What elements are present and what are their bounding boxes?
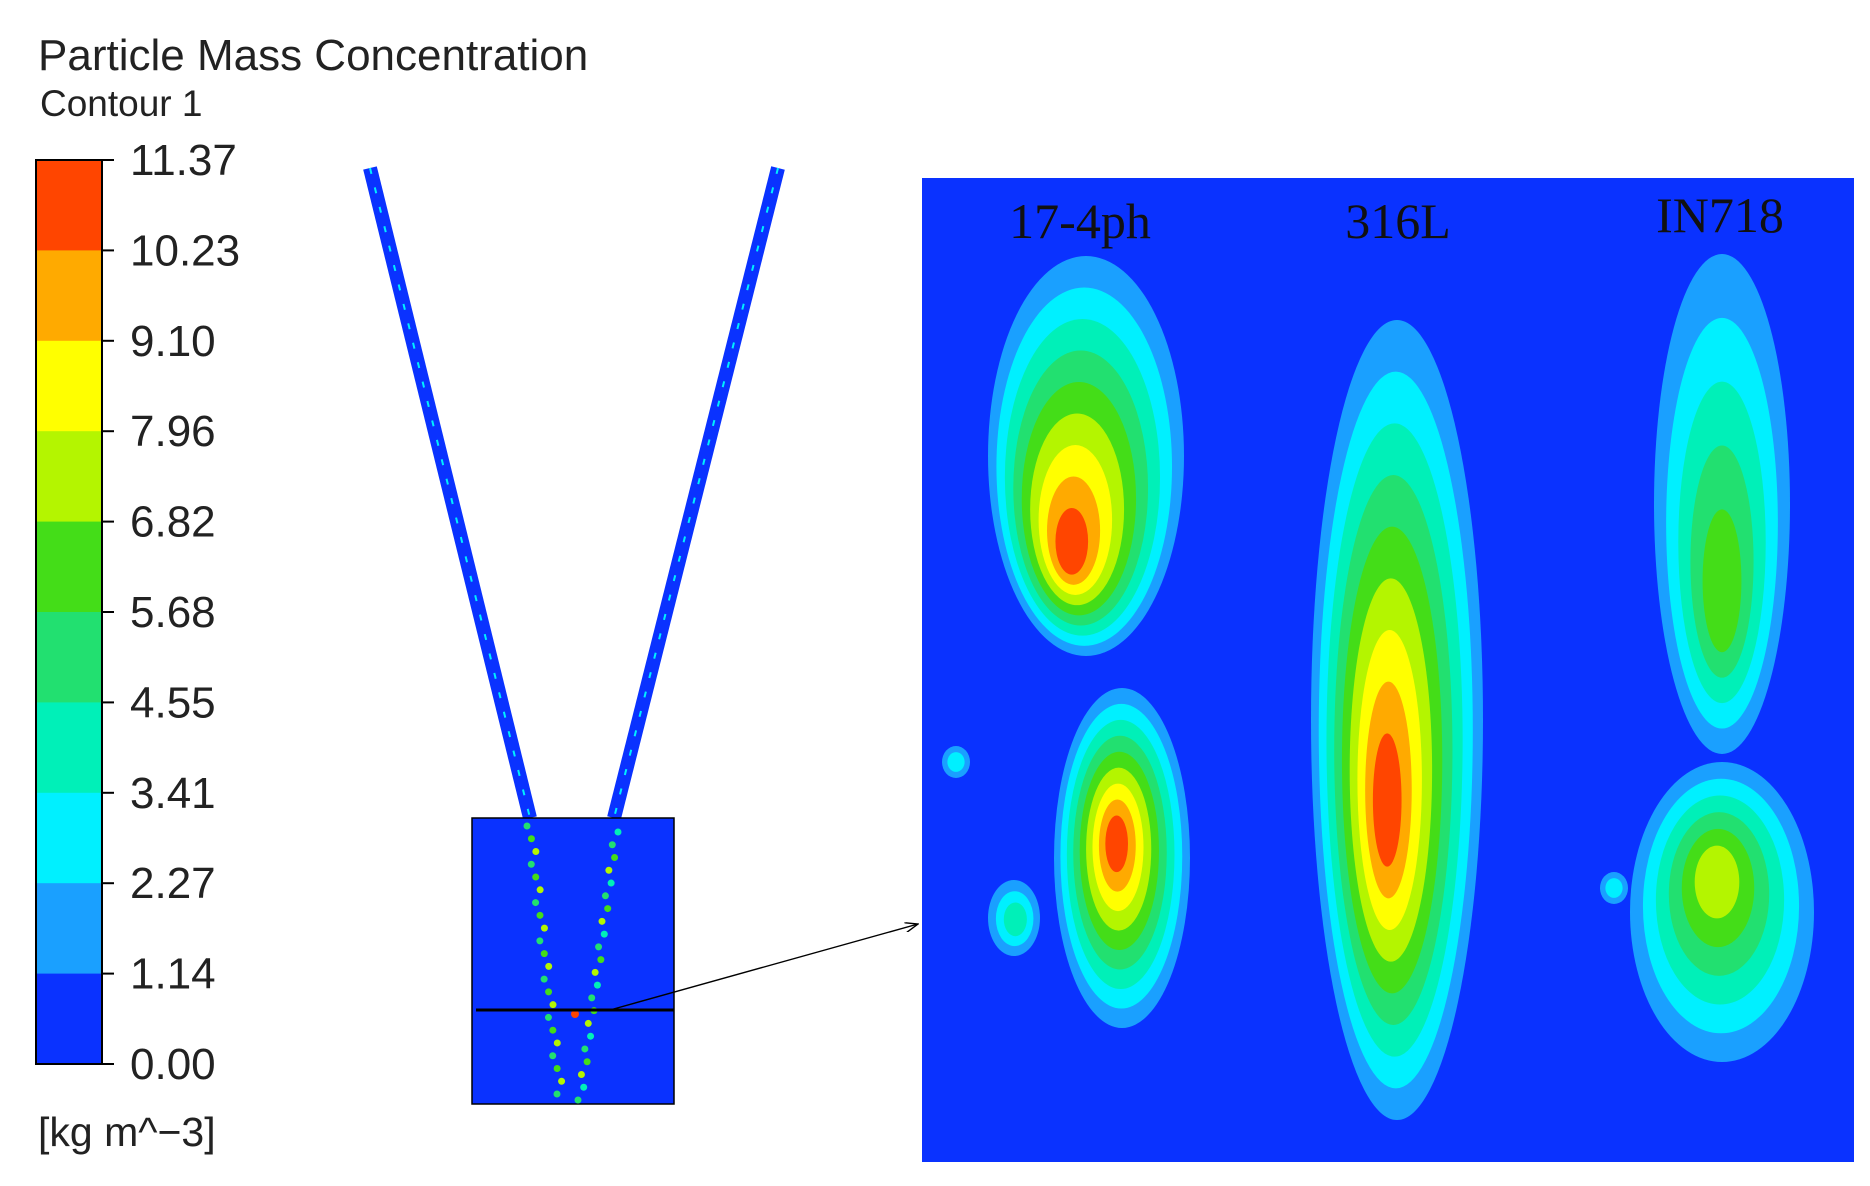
contour-level <box>1694 845 1740 919</box>
particle <box>527 835 535 843</box>
particle <box>574 1096 582 1104</box>
particle <box>580 1083 588 1091</box>
colorbar-tick-label: 7.96 <box>130 407 216 456</box>
particle <box>549 1026 557 1034</box>
particle <box>527 860 535 868</box>
particle <box>553 1090 561 1098</box>
particle <box>532 873 540 881</box>
panel-label: 17-4ph <box>1009 193 1151 249</box>
particle <box>591 968 599 976</box>
particle <box>614 828 622 836</box>
colorbar-tick-label: 9.10 <box>130 317 216 366</box>
colorbar-tick-label: 3.41 <box>130 769 216 818</box>
particle <box>598 917 606 925</box>
contour-level <box>1003 902 1027 937</box>
particle <box>536 937 544 945</box>
colorbar-band <box>36 612 102 703</box>
particle <box>587 1032 595 1040</box>
particle <box>536 886 544 894</box>
particle <box>549 1052 557 1060</box>
particle <box>601 892 609 900</box>
particle <box>607 879 615 887</box>
particle <box>553 1039 561 1047</box>
particle <box>611 854 619 862</box>
particle <box>595 943 603 951</box>
colorbar-unit: [kg m^−3] <box>38 1109 216 1155</box>
colorbar-band <box>36 702 102 794</box>
title: Particle Mass Concentration <box>38 31 588 80</box>
particle <box>540 924 548 932</box>
domain-box <box>471 817 675 1105</box>
colorbar-band <box>36 160 102 251</box>
particle <box>540 975 548 983</box>
colorbar-band <box>36 340 102 432</box>
colorbar-tick-label: 2.27 <box>130 859 216 908</box>
contour-level <box>947 752 965 772</box>
zoom-arrow <box>609 924 918 1011</box>
contour-level <box>1605 878 1623 898</box>
particle <box>545 962 553 970</box>
panel-label: IN718 <box>1656 187 1784 243</box>
colorbar-tick-label: 5.68 <box>130 588 216 637</box>
particle <box>577 1070 585 1078</box>
particle <box>558 1077 566 1085</box>
panel-label: 316L <box>1345 193 1451 249</box>
particle <box>581 1045 589 1053</box>
zoom-panel: 17-4ph 316L IN718 <box>922 178 1854 1162</box>
contour-level <box>1702 509 1742 653</box>
particle <box>608 841 616 849</box>
jet <box>363 166 537 820</box>
particle <box>600 930 608 938</box>
colorbar-tick-label: 1.14 <box>130 950 216 999</box>
particle <box>536 911 544 919</box>
nozzle-view <box>363 166 785 1105</box>
contour-level <box>1055 507 1089 575</box>
particle <box>597 956 605 964</box>
colorbar-band <box>36 250 102 342</box>
colorbar-band <box>36 883 102 975</box>
colorbar-tick-label: 6.82 <box>130 498 216 547</box>
particle <box>553 1064 561 1072</box>
particle <box>532 848 540 856</box>
particle <box>540 950 548 958</box>
contour-level <box>1372 733 1402 867</box>
particle <box>583 1058 591 1066</box>
particle <box>532 899 540 907</box>
particle <box>545 988 553 996</box>
particle <box>523 822 531 830</box>
particle <box>549 1001 557 1009</box>
colorbar-band <box>36 431 102 523</box>
particle <box>544 1013 552 1021</box>
colorbar-tick-label: 4.55 <box>130 678 216 727</box>
particle <box>604 905 612 913</box>
particle <box>593 981 601 989</box>
subtitle: Contour 1 <box>40 83 203 124</box>
colorbar: 11.37 10.23 9.10 7.96 6.82 5.68 4.55 3.41 2.27 1.… <box>35 136 240 1089</box>
colorbar-band <box>36 792 102 884</box>
particle <box>588 994 596 1002</box>
colorbar-tick-label: 11.37 <box>130 136 237 185</box>
colorbar-tick-label: 0.00 <box>130 1040 216 1089</box>
particle <box>571 1010 579 1018</box>
particle <box>584 1019 592 1027</box>
particle <box>605 866 613 874</box>
contour-level <box>1105 815 1128 873</box>
jet <box>607 166 785 820</box>
colorbar-tick-label: 10.23 <box>130 226 240 275</box>
colorbar-band <box>36 973 102 1065</box>
colorbar-band <box>36 521 102 613</box>
